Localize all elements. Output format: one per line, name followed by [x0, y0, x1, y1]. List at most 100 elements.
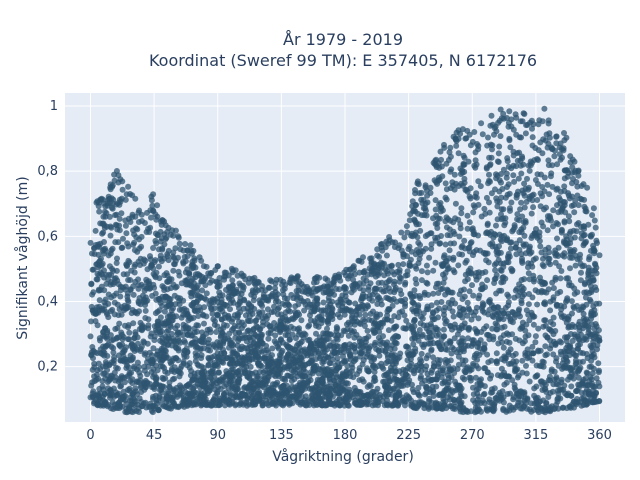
data-point — [376, 392, 383, 398]
data-point — [378, 360, 385, 367]
data-point — [432, 206, 439, 213]
data-point — [248, 303, 255, 310]
data-point — [516, 134, 523, 141]
data-point — [184, 276, 191, 283]
data-point — [551, 153, 558, 160]
data-point — [117, 293, 124, 300]
data-point — [172, 227, 179, 234]
data-point — [214, 363, 221, 370]
data-point — [330, 279, 337, 286]
data-point — [333, 274, 340, 281]
data-point — [356, 269, 363, 276]
data-point — [245, 348, 252, 355]
data-point — [329, 309, 335, 316]
data-point — [452, 200, 459, 207]
data-point — [150, 191, 157, 198]
data-point — [563, 167, 570, 174]
data-point — [90, 289, 97, 296]
data-point — [234, 342, 241, 349]
data-point — [593, 264, 600, 271]
data-point — [225, 335, 232, 342]
data-point — [377, 341, 384, 348]
data-point — [569, 180, 575, 187]
data-point — [149, 202, 156, 209]
data-point — [424, 269, 431, 276]
data-point — [497, 335, 504, 342]
data-point — [575, 345, 581, 352]
data-point — [586, 296, 593, 303]
data-point — [134, 340, 141, 347]
data-point — [396, 389, 403, 396]
data-point — [148, 369, 155, 375]
data-point — [534, 181, 541, 187]
data-point — [139, 218, 145, 224]
data-point — [101, 208, 108, 215]
data-point — [491, 261, 498, 268]
data-point — [281, 295, 288, 302]
data-point — [155, 263, 162, 270]
data-point — [591, 330, 598, 337]
data-point — [311, 397, 318, 404]
data-point — [568, 236, 574, 242]
data-point — [166, 379, 173, 386]
data-point — [440, 279, 447, 286]
data-point — [234, 385, 241, 392]
data-point — [401, 398, 408, 405]
data-point — [565, 316, 572, 323]
data-point — [119, 394, 126, 401]
data-point — [264, 369, 271, 376]
data-point — [576, 318, 583, 325]
data-point — [394, 268, 401, 275]
data-point — [447, 153, 454, 160]
data-point — [110, 196, 117, 203]
data-point — [192, 335, 199, 342]
data-point — [460, 160, 467, 167]
data-point — [126, 403, 133, 410]
data-point — [390, 296, 397, 302]
data-point — [422, 205, 429, 212]
data-point — [514, 402, 521, 409]
data-point — [423, 325, 430, 332]
data-point — [169, 357, 176, 364]
data-point — [183, 382, 190, 389]
data-point — [294, 274, 301, 280]
data-point — [559, 360, 566, 367]
data-point — [425, 375, 432, 382]
data-point — [324, 365, 331, 372]
data-point — [581, 262, 588, 269]
data-point — [491, 385, 498, 392]
data-point — [120, 348, 127, 355]
data-point — [506, 402, 513, 409]
data-point — [162, 236, 169, 242]
data-point — [523, 307, 530, 314]
data-point — [183, 307, 190, 314]
data-point — [551, 376, 558, 383]
data-point — [424, 231, 431, 238]
data-point — [130, 320, 137, 327]
data-point — [415, 260, 422, 267]
data-point — [470, 292, 477, 299]
data-point — [161, 272, 168, 279]
data-point — [307, 312, 313, 319]
data-point — [524, 346, 531, 353]
data-point — [442, 359, 449, 366]
data-point — [554, 396, 561, 403]
data-point — [111, 369, 118, 376]
data-point — [145, 316, 152, 323]
data-point — [406, 243, 413, 250]
data-point — [193, 299, 200, 306]
data-point — [291, 359, 298, 366]
data-point — [336, 286, 343, 293]
data-point — [523, 250, 529, 257]
data-point — [426, 334, 433, 341]
data-point — [323, 353, 329, 360]
data-point — [221, 391, 228, 398]
data-point — [404, 381, 411, 388]
data-point — [192, 383, 199, 390]
data-point — [154, 231, 161, 238]
data-point — [246, 313, 253, 320]
data-point — [385, 306, 392, 313]
data-point — [510, 396, 517, 403]
data-point — [314, 401, 321, 408]
data-point — [474, 356, 481, 363]
